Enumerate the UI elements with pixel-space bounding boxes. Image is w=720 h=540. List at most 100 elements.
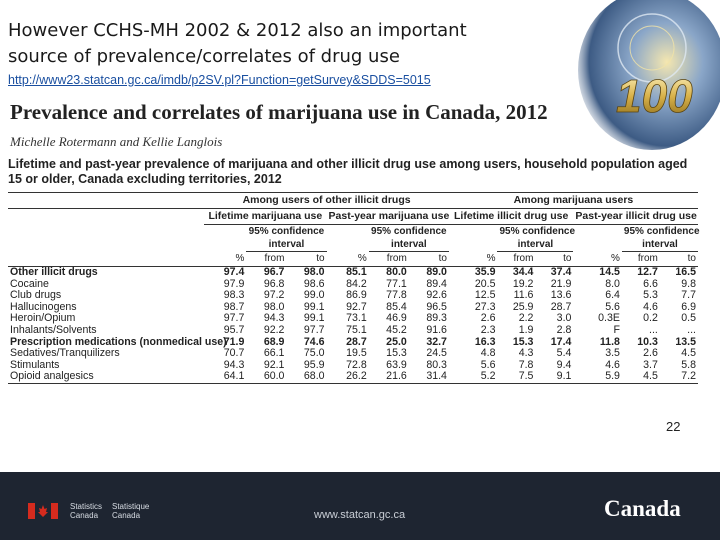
cell-value: 15.3: [386, 347, 407, 360]
cell-value: 98.6: [303, 277, 325, 290]
cell-value: 72.8: [346, 358, 367, 371]
slide-heading: However CCHS-MH 2002 & 2012 also an impo…: [8, 18, 488, 70]
cell-value: 14.5: [599, 266, 620, 278]
cell-value: 9.8: [681, 277, 696, 290]
logo-100-text: 100: [616, 70, 693, 122]
cell-value: 4.5: [621, 370, 660, 384]
unit-pct: %: [448, 251, 498, 267]
cell-value: 80.3: [426, 358, 447, 371]
stats-fr-line-2: Canada: [112, 511, 141, 520]
cell-value: 5.2: [448, 370, 498, 384]
cell-value: 2.8: [556, 323, 572, 336]
row-label: Hallucinogens: [10, 300, 77, 313]
cell-value: 32.7: [426, 335, 447, 348]
cell-value: 9.1: [535, 370, 574, 384]
cell-value: 13.6: [550, 289, 572, 302]
group-header-other-drug-users: Among users of other illicit drugs: [204, 192, 449, 209]
row-label: Club drugs: [10, 289, 62, 302]
ci-label: 95% confidence: [371, 225, 447, 237]
subheader-lifetime-illicit: Lifetime illicit drug use: [448, 208, 574, 225]
cell-value: 21.9: [550, 277, 572, 290]
cell-value: 89.3: [426, 312, 447, 325]
cell-value: 98.0: [263, 300, 285, 313]
ci-label: 95% confidence: [248, 225, 325, 237]
survey-link[interactable]: http://www23.statcan.gc.ca/imdb/p2SV.pl?…: [8, 73, 431, 87]
table-row: Other illicit drugs 97.4 96.7 98.0 85.1 80.0 8…: [8, 266, 698, 279]
cell-value: 26.2: [326, 370, 369, 384]
cell-value: 98.7: [223, 300, 245, 313]
cell-value: 95.9: [303, 358, 325, 371]
ci-label-2: interval: [246, 238, 327, 252]
cell-value: 37.4: [550, 266, 572, 278]
cell-value: 97.7: [303, 323, 325, 336]
cell-value: 75.0: [303, 347, 325, 360]
cell-value: 5.3: [643, 289, 658, 302]
cell-value: 6.6: [643, 277, 658, 290]
ci-label-2: interval: [368, 238, 449, 252]
cell-value: 2.6: [480, 312, 496, 325]
cell-value: 21.6: [368, 370, 409, 384]
cell-value: 99.1: [303, 300, 325, 313]
cell-value: 73.1: [346, 312, 367, 325]
cell-value: 85.1: [346, 266, 367, 278]
cell-value: 7.8: [518, 358, 534, 371]
cell-value: 5.9: [573, 370, 622, 384]
footer-bar: [0, 472, 720, 540]
slide-heading-line-1: However CCHS-MH 2002 & 2012 also an impo…: [8, 20, 467, 41]
cell-value: 4.6: [643, 300, 658, 313]
cell-value: 31.4: [408, 370, 449, 384]
statistique-canada-fr: Statistique Canada: [112, 502, 149, 520]
cell-value: 19.5: [346, 347, 367, 360]
cell-value: 95.7: [223, 323, 245, 336]
cell-value: F: [613, 323, 620, 336]
unit-from: from: [368, 251, 409, 267]
cell-value: 68.9: [263, 335, 285, 348]
cell-value: 28.7: [346, 335, 367, 348]
cell-value: 97.9: [223, 277, 245, 290]
cell-value: 70.7: [223, 347, 245, 360]
cell-value: 94.3: [223, 358, 245, 371]
unit-to: to: [535, 251, 574, 267]
cell-value: 16.3: [474, 335, 496, 348]
slide-heading-line-2: source of prevalence/correlates of drug …: [8, 46, 400, 67]
row-label: Opioid analgesics: [8, 370, 205, 384]
unit-from: from: [621, 251, 660, 267]
cell-value: 85.4: [386, 300, 407, 313]
cell-value: 89.0: [426, 266, 447, 278]
cell-value: 86.9: [346, 289, 367, 302]
subheader-lifetime-marijuana: Lifetime marijuana use: [204, 208, 327, 225]
cell-value: 7.2: [659, 370, 698, 384]
cell-value: 97.7: [223, 312, 245, 325]
cell-value: 92.6: [426, 289, 447, 302]
cell-value: 45.2: [386, 323, 407, 336]
footer-website-link[interactable]: www.statcan.gc.ca: [314, 509, 406, 521]
unit-pct: %: [573, 251, 622, 267]
cell-value: 10.3: [637, 335, 658, 348]
table-row: Opioid analgesics 64.1 60.0 68.0 26.2 21.6 31.…: [8, 370, 698, 384]
cell-value: 4.8: [480, 347, 496, 360]
cell-value: 13.5: [675, 335, 696, 348]
cell-value: 7.5: [497, 370, 536, 384]
cell-value: 24.5: [426, 347, 447, 360]
cell-value: 19.2: [512, 277, 534, 290]
cell-value: 2.2: [518, 312, 534, 325]
canada-wordmark: Canada: [604, 496, 681, 521]
cell-value: 34.4: [512, 266, 534, 278]
ci-label: 95% confidence: [623, 225, 700, 237]
cell-value: 46.9: [386, 312, 407, 325]
unit-to: to: [408, 251, 449, 267]
cell-value: 3.5: [605, 347, 620, 360]
header-blank: [8, 192, 205, 209]
cell-value: 9.4: [556, 358, 572, 371]
table-row: Sedatives/Tranquilizers 70.7 66.1 75.0 19.5 1…: [8, 348, 698, 360]
cell-value: 2.6: [643, 347, 658, 360]
cell-value: 77.8: [386, 289, 407, 302]
cell-value: ...: [687, 323, 696, 336]
cell-value: 71.9: [223, 335, 245, 348]
cell-value: 91.6: [426, 323, 447, 336]
cell-value: 0.5: [681, 312, 696, 325]
cell-value: 6.4: [605, 289, 620, 302]
subheader-blank: [8, 209, 204, 225]
cell-value: 0.3E: [598, 312, 620, 325]
cell-value: 92.2: [263, 323, 285, 336]
